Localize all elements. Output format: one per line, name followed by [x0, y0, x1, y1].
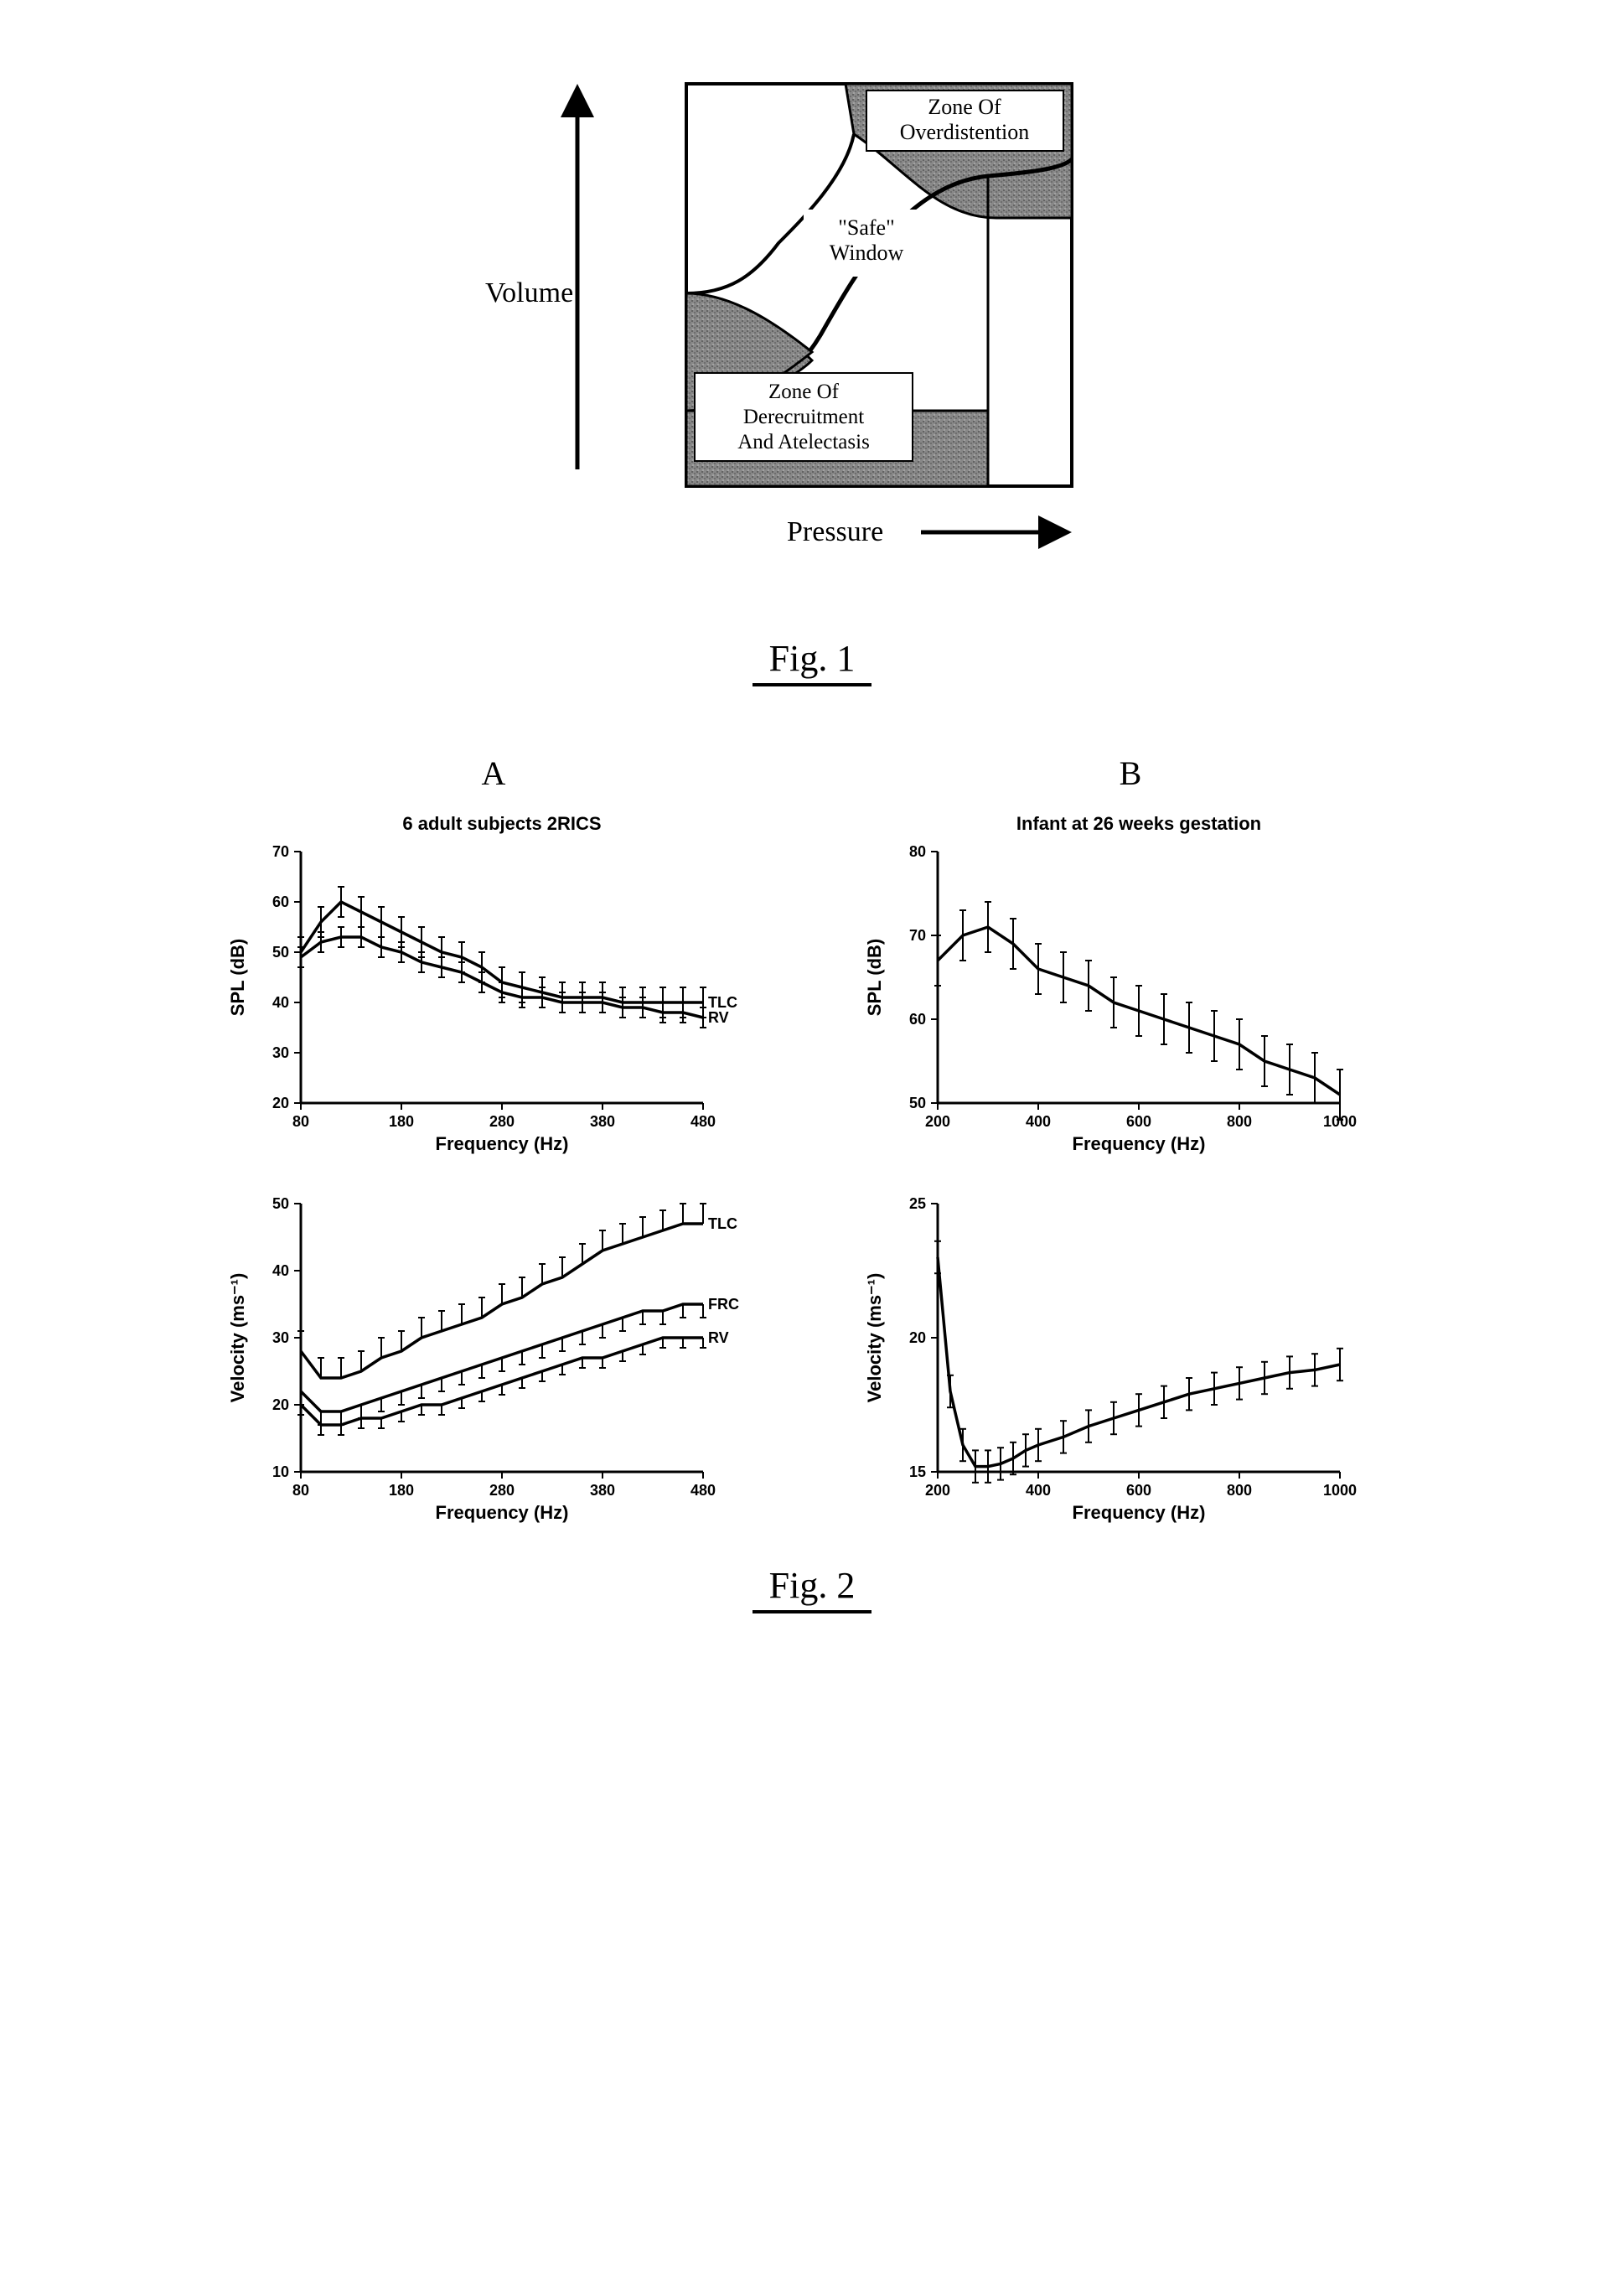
- svg-text:6 adult subjects 2RICS: 6 adult subjects 2RICS: [402, 813, 601, 834]
- panel-a: A 80 180 280 380 480 20 30 40 50 60 70 Frequency (H…: [225, 754, 762, 1531]
- svg-text:Velocity (ms⁻¹): Velocity (ms⁻¹): [864, 1273, 885, 1403]
- svg-text:Velocity (ms⁻¹): Velocity (ms⁻¹): [227, 1273, 248, 1403]
- svg-text:10: 10: [272, 1463, 289, 1480]
- svg-text:70: 70: [272, 843, 289, 860]
- chart-b-top: 200400600800100050607080Frequency (Hz)SP…: [862, 810, 1399, 1162]
- svg-text:200: 200: [925, 1113, 950, 1130]
- svg-text:600: 600: [1126, 1482, 1151, 1499]
- svg-text:800: 800: [1227, 1482, 1252, 1499]
- svg-text:15: 15: [909, 1463, 926, 1480]
- svg-text:SPL (dB): SPL (dB): [227, 939, 248, 1016]
- svg-text:800: 800: [1227, 1113, 1252, 1130]
- svg-text:400: 400: [1026, 1482, 1051, 1499]
- svg-text:RV: RV: [708, 1009, 729, 1026]
- panel-b: B 200 400 600 800 1000 50 60 70 80 Frequency (Hz)…: [862, 754, 1399, 1531]
- svg-text:Frequency (Hz): Frequency (Hz): [436, 1133, 569, 1154]
- fig1-ylabel: Volume: [485, 277, 573, 308]
- panel-b-letter: B: [1120, 754, 1142, 793]
- svg-text:20: 20: [272, 1095, 289, 1111]
- svg-text:Frequency (Hz): Frequency (Hz): [436, 1502, 569, 1523]
- svg-text:380: 380: [590, 1113, 615, 1130]
- svg-text:600: 600: [1126, 1113, 1151, 1130]
- fig1-caption: Fig. 1: [753, 637, 872, 686]
- figure-2: A 80 180 280 380 480 20 30 40 50 60 70 Frequency (H…: [34, 754, 1590, 1613]
- svg-text:280: 280: [489, 1482, 515, 1499]
- svg-text:TLC: TLC: [708, 994, 737, 1011]
- svg-text:RV: RV: [708, 1329, 729, 1346]
- panel-a-letter: A: [482, 754, 506, 793]
- svg-text:280: 280: [489, 1113, 515, 1130]
- svg-text:Frequency (Hz): Frequency (Hz): [1073, 1133, 1206, 1154]
- chart-b-bottom: 200 400 600 800 1000 15 20 25 Frequency (Hz) Velo…: [862, 1162, 1399, 1531]
- svg-text:SPL (dB): SPL (dB): [864, 939, 885, 1016]
- svg-text:70: 70: [909, 927, 926, 944]
- svg-text:Overdistention: Overdistention: [900, 120, 1030, 144]
- svg-text:"Safe": "Safe": [838, 215, 894, 240]
- svg-text:50: 50: [272, 1195, 289, 1212]
- svg-text:480: 480: [690, 1482, 716, 1499]
- svg-text:60: 60: [909, 1011, 926, 1028]
- svg-text:180: 180: [389, 1482, 414, 1499]
- fig2-caption: Fig. 2: [753, 1564, 872, 1613]
- svg-text:20: 20: [272, 1396, 289, 1413]
- svg-text:Window: Window: [830, 241, 904, 265]
- svg-text:480: 480: [690, 1113, 716, 1130]
- svg-text:200: 200: [925, 1482, 950, 1499]
- svg-text:1000: 1000: [1323, 1482, 1357, 1499]
- svg-text:30: 30: [272, 1044, 289, 1061]
- svg-text:Zone Of: Zone Of: [768, 381, 840, 403]
- svg-text:Derecruitment: Derecruitment: [743, 406, 864, 428]
- svg-text:40: 40: [272, 994, 289, 1011]
- svg-text:40: 40: [272, 1262, 289, 1279]
- svg-text:80: 80: [292, 1113, 309, 1130]
- svg-text:And Atelectasis: And Atelectasis: [737, 431, 870, 453]
- svg-text:Frequency (Hz): Frequency (Hz): [1073, 1502, 1206, 1523]
- svg-text:Infant at 26 weeks gestation: Infant at 26 weeks gestation: [1016, 813, 1261, 834]
- figure-1: Volume Zone Of Overdistention "Safe" Win…: [34, 34, 1590, 686]
- chart-a-bottom: 80 180 280 380 480 10 20 30 40 50 Frequency (Hz) Ve…: [225, 1162, 762, 1531]
- svg-text:60: 60: [272, 893, 289, 910]
- svg-text:50: 50: [909, 1095, 926, 1111]
- svg-text:30: 30: [272, 1329, 289, 1346]
- svg-text:FRC: FRC: [708, 1296, 739, 1313]
- svg-text:380: 380: [590, 1482, 615, 1499]
- svg-text:Zone Of: Zone Of: [928, 95, 1001, 119]
- svg-text:80: 80: [292, 1482, 309, 1499]
- fig1-xlabel: Pressure: [787, 516, 883, 547]
- svg-text:180: 180: [389, 1113, 414, 1130]
- svg-text:50: 50: [272, 944, 289, 961]
- svg-text:400: 400: [1026, 1113, 1051, 1130]
- svg-text:20: 20: [909, 1329, 926, 1346]
- svg-text:25: 25: [909, 1195, 926, 1212]
- svg-text:80: 80: [909, 843, 926, 860]
- svg-text:TLC: TLC: [708, 1215, 737, 1232]
- fig1-diagram: Volume Zone Of Overdistention "Safe" Win…: [435, 34, 1189, 603]
- chart-a-top: 80 180 280 380 480 20 30 40 50 60 70 Frequency (Hz)…: [225, 810, 762, 1162]
